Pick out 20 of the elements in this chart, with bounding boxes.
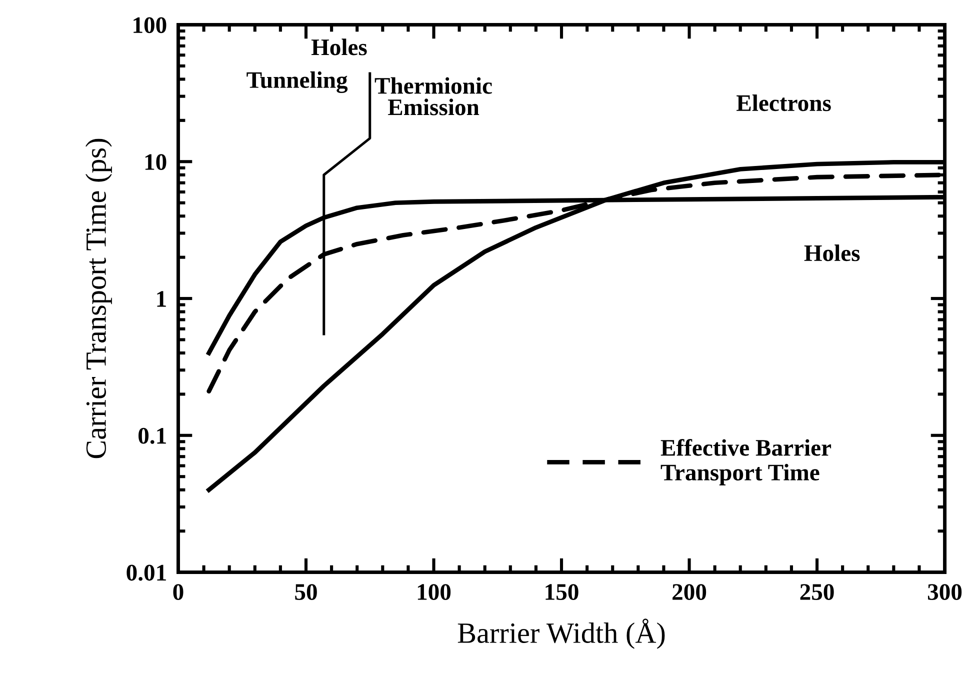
x-tick-label: 0 bbox=[173, 584, 184, 600]
x-tick-label: 100 bbox=[418, 584, 451, 600]
x-tick-label: 50 bbox=[295, 584, 317, 600]
x-tick-label: 150 bbox=[546, 584, 578, 600]
x-tick-label: 200 bbox=[672, 584, 706, 600]
legend-label: Effective Barrier Transport Time bbox=[660, 438, 832, 486]
x-axis-title: Barrier Width (Å) bbox=[458, 618, 665, 649]
x-tick-label: 250 bbox=[800, 584, 834, 600]
annotation: Holes bbox=[311, 38, 367, 56]
annotation: Tunneling bbox=[246, 71, 348, 94]
annotation: Electrons bbox=[736, 94, 831, 112]
x-tick-label: 300 bbox=[928, 584, 962, 600]
y-tick-label: 0.01 bbox=[126, 564, 166, 581]
annotation: Holes bbox=[804, 244, 860, 262]
y-axis-title: Carrier Transport Time (ps) bbox=[85, 138, 112, 458]
y-tick-label: 10 bbox=[145, 154, 166, 170]
y-tick-label: 1 bbox=[157, 291, 166, 307]
annotation: Thermionic Emission bbox=[374, 77, 492, 116]
y-tick-label: 0.1 bbox=[138, 428, 166, 444]
y-tick-label: 100 bbox=[134, 17, 166, 34]
